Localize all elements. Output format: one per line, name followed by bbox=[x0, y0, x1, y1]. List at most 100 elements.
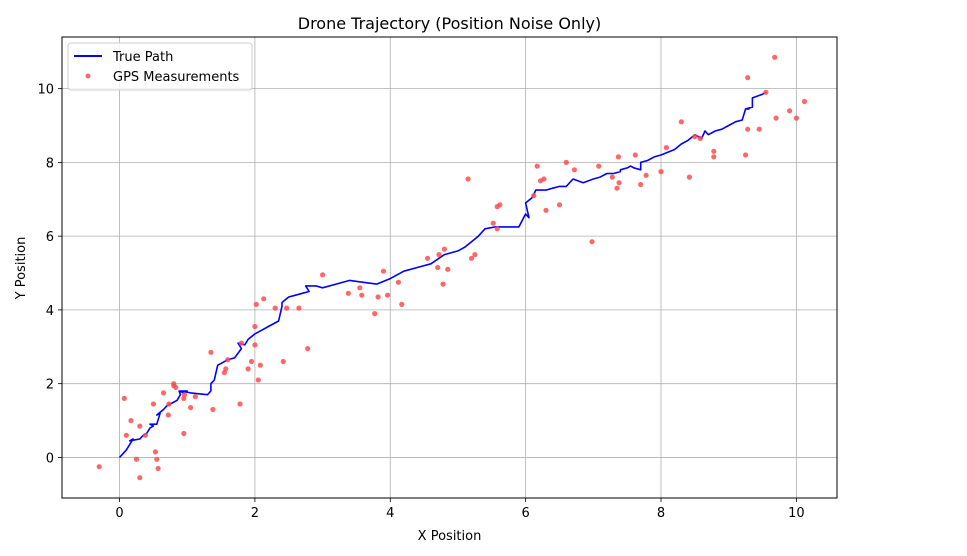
y-axis-ticks: 0 2 4 6 8 10 bbox=[37, 83, 62, 466]
gps-measurement-point bbox=[284, 305, 290, 311]
gps-measurement-point bbox=[395, 279, 401, 285]
gps-measurement-point bbox=[296, 305, 302, 311]
gps-measurement-point bbox=[257, 362, 263, 368]
gps-measurement-point bbox=[468, 255, 475, 261]
gps-measurement-point bbox=[658, 169, 664, 175]
y-tick-label: 0 bbox=[46, 451, 54, 466]
gps-measurement-point bbox=[692, 134, 698, 140]
plot-frame bbox=[61, 36, 838, 499]
gps-measurement-point bbox=[638, 181, 644, 188]
gps-measurement-point bbox=[787, 108, 793, 114]
gps-measurement-point bbox=[616, 180, 622, 186]
gps-measurement-point bbox=[238, 340, 244, 346]
legend-box bbox=[67, 42, 253, 91]
gps-measurement-point bbox=[188, 405, 194, 411]
gps-measurement-point bbox=[543, 207, 549, 213]
gps-measurement-point bbox=[173, 384, 179, 390]
gps-measurement-point bbox=[745, 126, 751, 132]
gps-measurement-point bbox=[252, 342, 258, 348]
gps-measurement-point bbox=[531, 193, 537, 199]
y-axis-label: Y Position bbox=[14, 237, 29, 301]
gps-measurement-point bbox=[441, 246, 447, 252]
x-axis-label: X Position bbox=[418, 529, 482, 544]
legend-true-path-label: True Path bbox=[112, 50, 173, 65]
gps-measurement-point bbox=[137, 475, 143, 481]
gps-measurement-point bbox=[375, 294, 381, 300]
gps-measurement-point bbox=[225, 357, 231, 363]
gps-measurement-point bbox=[128, 418, 134, 424]
legend: True Path GPS Measurements bbox=[67, 42, 253, 91]
gps-measurement-point bbox=[745, 75, 751, 81]
gps-measurement-point bbox=[663, 145, 670, 151]
x-tick-label: 10 bbox=[788, 506, 805, 521]
grid bbox=[62, 37, 837, 498]
gps-measurement-point bbox=[252, 323, 258, 330]
gps-measurement-point bbox=[678, 119, 684, 125]
gps-measurement-point bbox=[556, 202, 563, 208]
gps-measurement-point bbox=[261, 296, 267, 302]
x-axis-ticks: 0 2 4 6 8 10 bbox=[115, 498, 805, 521]
x-tick-label: 2 bbox=[251, 506, 259, 521]
x-tick-label: 6 bbox=[522, 506, 530, 521]
gps-measurement-point bbox=[596, 163, 602, 169]
gps-measurement-point bbox=[154, 456, 160, 462]
legend-gps-measurements-swatch bbox=[85, 73, 91, 79]
gps-measurement-point bbox=[399, 301, 405, 307]
gps-measurement-point bbox=[372, 311, 378, 317]
gps-measurement-point bbox=[436, 252, 442, 258]
x-tick-label: 0 bbox=[115, 506, 123, 521]
gps-measurement-point bbox=[142, 432, 148, 438]
gps-measurement-point bbox=[609, 174, 615, 180]
gps-measurement-point bbox=[192, 394, 198, 400]
true-path-layer bbox=[118, 91, 767, 458]
gps-measurement-point bbox=[96, 464, 102, 470]
gps-measurement-point bbox=[686, 174, 693, 180]
gps-measurement-point bbox=[359, 292, 365, 298]
gps-measurement-point bbox=[380, 268, 387, 274]
gps-measurement-point bbox=[237, 401, 243, 407]
gps-measurement-point bbox=[385, 292, 391, 298]
gps-measurements-layer bbox=[96, 54, 808, 481]
x-tick-label: 4 bbox=[386, 506, 394, 521]
gps-measurement-point bbox=[208, 349, 214, 355]
gps-measurement-point bbox=[133, 456, 140, 462]
gps-measurement-point bbox=[494, 226, 500, 232]
gps-measurement-point bbox=[472, 252, 478, 258]
gps-measurement-point bbox=[245, 366, 251, 372]
gps-measurement-point bbox=[150, 401, 156, 407]
gps-measurement-point bbox=[424, 255, 431, 261]
gps-measurement-point bbox=[643, 172, 649, 178]
gps-measurement-point bbox=[615, 154, 622, 160]
gps-measurement-point bbox=[165, 412, 171, 418]
gps-measurement-point bbox=[632, 152, 638, 158]
y-tick-label: 10 bbox=[37, 83, 54, 98]
y-tick-label: 2 bbox=[46, 378, 54, 393]
gps-measurement-point bbox=[121, 395, 127, 401]
gps-measurement-point bbox=[756, 126, 762, 132]
gps-measurement-point bbox=[534, 163, 540, 169]
gps-measurement-point bbox=[497, 202, 503, 208]
gps-measurement-point bbox=[160, 390, 167, 396]
gps-measurement-point bbox=[563, 159, 569, 165]
chart-title: Drone Trajectory (Position Noise Only) bbox=[298, 14, 601, 33]
x-tick-label: 8 bbox=[657, 506, 665, 521]
gps-measurement-point bbox=[357, 285, 363, 291]
gps-measurement-point bbox=[614, 185, 620, 191]
gps-measurement-point bbox=[181, 430, 187, 437]
gps-measurement-point bbox=[272, 305, 278, 311]
gps-measurement-point bbox=[181, 392, 188, 398]
gps-measurement-point bbox=[253, 301, 259, 307]
gps-measurement-point bbox=[490, 220, 496, 226]
gps-measurement-point bbox=[210, 406, 216, 413]
gps-measurement-point bbox=[711, 154, 717, 160]
legend-gps-measurements-label: GPS Measurements bbox=[113, 70, 240, 85]
gps-measurement-point bbox=[697, 135, 703, 141]
gps-measurement-point bbox=[320, 272, 326, 278]
gps-measurement-point bbox=[255, 377, 261, 383]
gps-measurement-point bbox=[743, 152, 749, 158]
gps-measurement-point bbox=[440, 281, 446, 287]
gps-measurement-point bbox=[305, 346, 311, 352]
gps-measurement-point bbox=[123, 432, 129, 438]
gps-measurement-point bbox=[465, 176, 471, 182]
